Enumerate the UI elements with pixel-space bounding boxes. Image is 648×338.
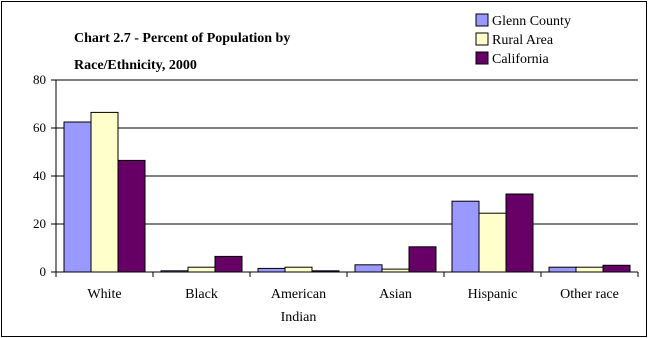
x-tick-label-line: Asian (379, 287, 412, 302)
x-tick-label: White (87, 287, 121, 302)
x-tick-label: American Indian (271, 287, 326, 325)
bar-california-5 (602, 264, 631, 273)
x-tick-label-line: Hispanic (468, 287, 518, 302)
legend-label-glenn-county: Glenn County (492, 14, 571, 29)
y-tick-label: 20 (33, 216, 46, 231)
bar-california-3 (408, 246, 437, 273)
x-tick-label: Black (185, 287, 218, 302)
bar-rural-area-2 (284, 266, 313, 273)
bars (63, 111, 631, 273)
bar-glenn-county-5 (548, 266, 577, 273)
bar-glenn-county-2 (257, 267, 286, 273)
bar-rural-area-1 (187, 266, 216, 273)
x-tick-label-line: Black (185, 287, 218, 302)
bar-glenn-county-3 (354, 264, 383, 273)
x-tick-label: Other race (560, 287, 619, 302)
legend-swatch-glenn-county (475, 13, 489, 27)
bar-california-0 (117, 159, 146, 273)
bar-glenn-county-0 (63, 121, 92, 273)
y-axis: 0 20 40 60 80 (33, 72, 57, 279)
legend-label-rural-area: Rural Area (492, 33, 554, 48)
bar-california-4 (505, 193, 534, 273)
x-tick-label-line: Other race (560, 287, 619, 302)
y-tick-label: 0 (40, 264, 47, 279)
bar-rural-area-5 (575, 266, 604, 273)
y-tick-label: 80 (33, 72, 46, 87)
x-tick-label: Asian (379, 287, 412, 302)
gridlines (56, 79, 638, 225)
y-tick-label: 60 (33, 120, 46, 135)
bar-glenn-county-4 (451, 200, 480, 273)
x-tick-label: Hispanic (468, 287, 518, 302)
chart-title-line-1: Chart 2.7 - Percent of Population by (74, 31, 290, 46)
y-tick-label: 40 (33, 168, 46, 183)
legend: Glenn County Rural Area California (475, 13, 571, 67)
bar-california-1 (214, 255, 243, 273)
x-tick-label-line: Indian (281, 310, 317, 325)
chart-title-line-2: Race/Ethnicity, 2000 (74, 58, 197, 73)
x-axis: White Black American Indian Asian Hispanic Oth… (55, 271, 639, 325)
x-tick-label-line: American (271, 287, 326, 302)
legend-swatch-california (475, 51, 489, 65)
chart-title: Chart 2.7 - Percent of Population by Rac… (74, 31, 290, 73)
legend-label-california: California (492, 52, 550, 67)
legend-swatch-rural-area (475, 32, 489, 46)
bar-rural-area-0 (90, 111, 119, 273)
x-tick-label-line: White (87, 287, 121, 302)
bar-rural-area-4 (478, 212, 507, 273)
